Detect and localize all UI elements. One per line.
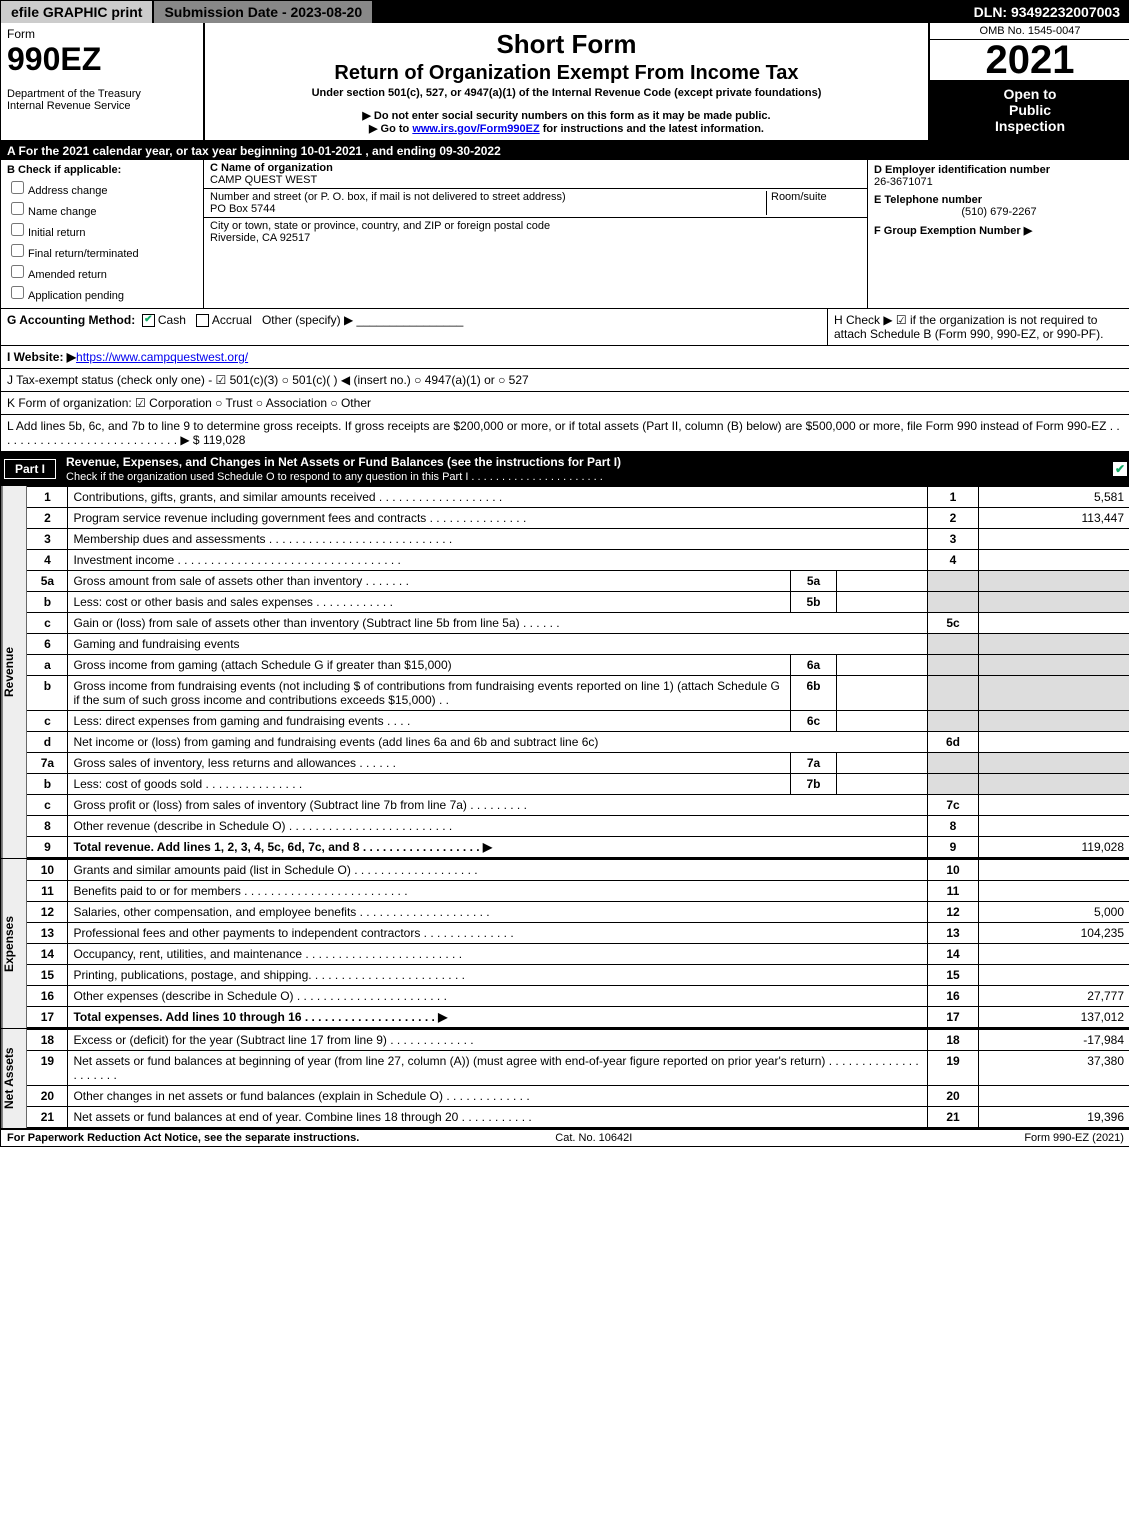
chk-address-change[interactable]: Address change — [7, 178, 197, 197]
department-label: Department of the Treasury Internal Reve… — [7, 88, 197, 112]
dln-label: DLN: 93492232007003 — [964, 1, 1129, 23]
form-page: efile GRAPHIC print Submission Date - 20… — [0, 0, 1129, 1147]
b-label: B Check if applicable: — [7, 164, 121, 176]
g-accounting-method: G Accounting Method: ✔Cash Accrual Other… — [1, 309, 828, 345]
c-name-label: C Name of organization — [210, 162, 333, 174]
chk-name-change[interactable]: Name change — [7, 199, 197, 218]
part-1-header: Part I Revenue, Expenses, and Changes in… — [1, 452, 1129, 486]
j-tax-exempt: J Tax-exempt status (check only one) - ☑… — [1, 369, 1129, 392]
efile-print-button[interactable]: efile GRAPHIC print — [1, 1, 154, 23]
top-bar: efile GRAPHIC print Submission Date - 20… — [1, 1, 1129, 23]
city-label: City or town, state or province, country… — [210, 220, 550, 232]
net-assets-side-label: Net Assets — [1, 1029, 26, 1128]
main-title: Return of Organization Exempt From Incom… — [211, 62, 922, 85]
i-website: I Website: ▶https://www.campquestwest.or… — [1, 346, 1129, 369]
org-name: CAMP QUEST WEST — [210, 174, 317, 186]
e-tel-label: E Telephone number — [874, 194, 1124, 206]
ein-value: 26-3671071 — [874, 176, 1124, 188]
subtitle: Under section 501(c), 527, or 4947(a)(1)… — [211, 87, 922, 99]
revenue-group: Revenue 1Contributions, gifts, grants, a… — [1, 486, 1129, 859]
chk-accrual-icon — [196, 314, 209, 327]
expenses-group: Expenses 10Grants and similar amounts pa… — [1, 859, 1129, 1029]
page-footer: For Paperwork Reduction Act Notice, see … — [1, 1130, 1129, 1146]
section-b-c-d: B Check if applicable: Address change Na… — [1, 160, 1129, 309]
f-group-label: F Group Exemption Number ▶ — [874, 224, 1124, 237]
expenses-side-label: Expenses — [1, 859, 26, 1028]
form-header: Form 990EZ Department of the Treasury In… — [1, 23, 1129, 142]
net-assets-table: 18Excess or (deficit) for the year (Subt… — [26, 1029, 1129, 1128]
chk-initial-return[interactable]: Initial return — [7, 220, 197, 239]
inspection-badge: Open to Public Inspection — [930, 80, 1129, 140]
room-suite-label: Room/suite — [766, 191, 861, 215]
k-form-organization: K Form of organization: ☑ Corporation ○ … — [1, 392, 1129, 415]
net-assets-group: Net Assets 18Excess or (deficit) for the… — [1, 1029, 1129, 1130]
revenue-side-label: Revenue — [1, 486, 26, 858]
form-number: 990EZ — [7, 41, 197, 78]
footer-formref: Form 990-EZ (2021) — [1024, 1132, 1124, 1144]
chk-final-return[interactable]: Final return/terminated — [7, 241, 197, 260]
tax-year: 2021 — [930, 40, 1129, 80]
org-city: Riverside, CA 92517 — [210, 232, 310, 244]
org-address: PO Box 5744 — [210, 203, 275, 215]
footer-left: For Paperwork Reduction Act Notice, see … — [7, 1132, 359, 1144]
warning-ssn: ▶ Do not enter social security numbers o… — [211, 109, 922, 122]
short-form-title: Short Form — [211, 29, 922, 60]
website-link[interactable]: https://www.campquestwest.org/ — [76, 350, 248, 364]
chk-application-pending[interactable]: Application pending — [7, 283, 197, 302]
goto-link-line: ▶ Go to www.irs.gov/Form990EZ for instru… — [211, 122, 922, 135]
footer-catno: Cat. No. 10642I — [555, 1132, 632, 1144]
tel-value: (510) 679-2267 — [874, 206, 1124, 218]
part-1-tag: Part I — [4, 459, 56, 479]
d-ein-label: D Employer identification number — [874, 164, 1124, 176]
chk-amended-return[interactable]: Amended return — [7, 262, 197, 281]
addr-label: Number and street (or P. O. box, if mail… — [210, 191, 566, 203]
h-schedule-b: H Check ▶ ☑ if the organization is not r… — [828, 309, 1129, 345]
irs-link[interactable]: www.irs.gov/Form990EZ — [412, 123, 539, 135]
expenses-table: 10Grants and similar amounts paid (list … — [26, 859, 1129, 1028]
chk-cash-icon: ✔ — [142, 314, 155, 327]
form-label: Form — [7, 27, 197, 41]
part-1-checkbox[interactable]: ✔ — [1113, 462, 1127, 476]
row-a-tax-year: A For the 2021 calendar year, or tax yea… — [1, 142, 1129, 160]
revenue-table: 1Contributions, gifts, grants, and simil… — [26, 486, 1129, 858]
l-gross-receipts: L Add lines 5b, 6c, and 7b to line 9 to … — [1, 415, 1129, 452]
submission-date: Submission Date - 2023-08-20 — [154, 1, 374, 23]
